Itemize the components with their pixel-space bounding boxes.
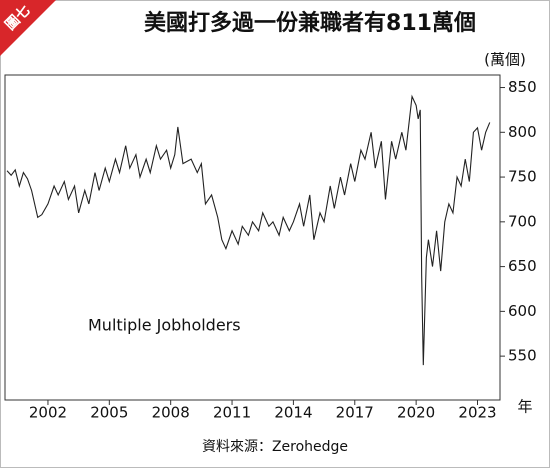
y-tick-label: 550	[508, 347, 537, 365]
y-axis-label: (萬個)	[484, 51, 526, 69]
y-tick-label: 650	[508, 257, 537, 275]
annotation: Multiple Jobholders	[88, 316, 241, 335]
x-axis-label: 年	[517, 398, 532, 416]
plot-frame	[4, 74, 501, 401]
x-tick-label: 2005	[90, 404, 128, 422]
x-tick-label: 2023	[458, 404, 496, 422]
y-tick-label: 800	[508, 123, 537, 141]
x-tick-label: 2014	[274, 404, 312, 422]
x-tick-label: 2011	[213, 404, 251, 422]
badge-ribbon	[0, 0, 56, 56]
series-line	[6, 94, 491, 366]
x-tick-label: 2020	[397, 404, 435, 422]
y-tick-label: 750	[508, 168, 537, 186]
x-tick-label: 2002	[29, 404, 67, 422]
x-tick-label: 2017	[336, 404, 374, 422]
y-tick-label: 850	[508, 78, 537, 96]
x-tick-label: 2008	[152, 404, 190, 422]
y-tick-label: 600	[508, 302, 537, 320]
chart-title: 美國打多過一份兼職者有811萬個	[144, 10, 476, 36]
source: 資料來源：Zerohedge	[202, 439, 348, 455]
y-tick-label: 700	[508, 212, 537, 230]
